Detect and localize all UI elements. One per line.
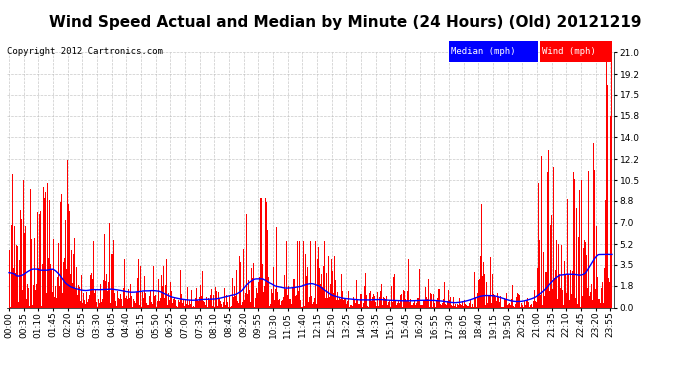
Text: Wind (mph): Wind (mph) xyxy=(542,47,596,56)
Text: Wind Speed Actual and Median by Minute (24 Hours) (Old) 20121219: Wind Speed Actual and Median by Minute (… xyxy=(49,15,641,30)
Text: Copyright 2012 Cartronics.com: Copyright 2012 Cartronics.com xyxy=(7,47,163,56)
Text: Median (mph): Median (mph) xyxy=(451,47,515,56)
